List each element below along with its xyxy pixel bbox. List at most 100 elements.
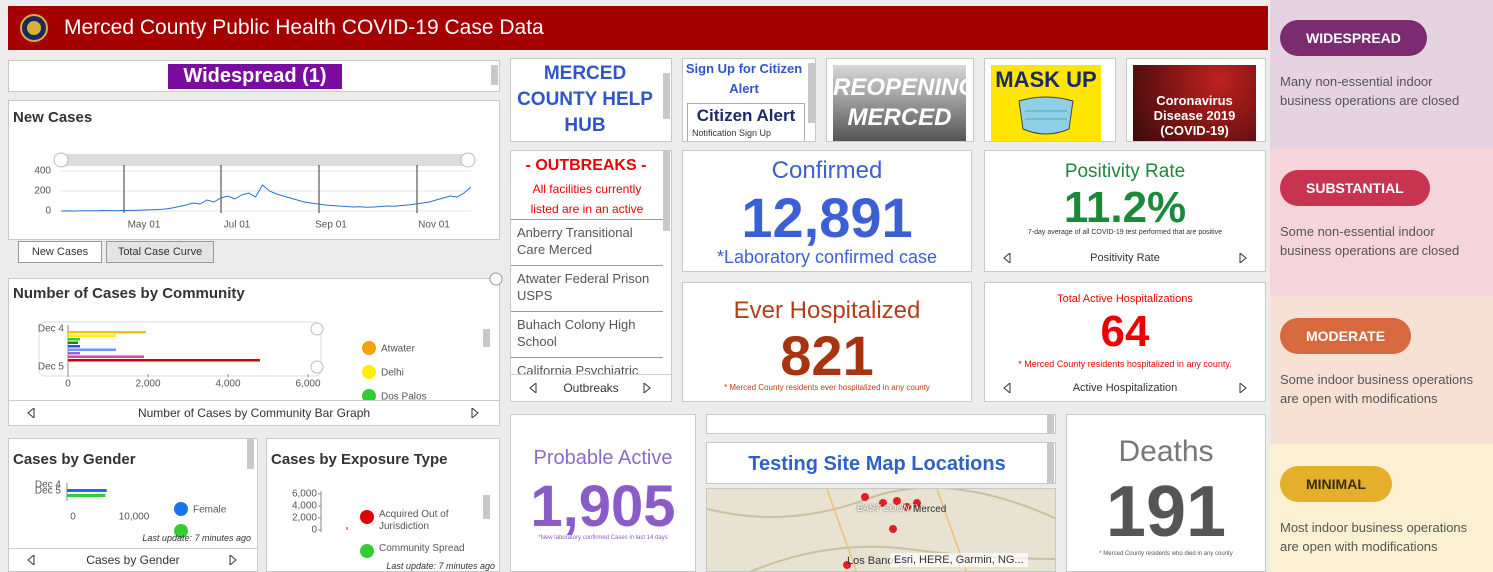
legend-label: Atwater — [381, 344, 416, 355]
mask-drawing — [1011, 95, 1081, 139]
tier-badge: WIDESPREAD — [1280, 20, 1427, 56]
y-tick-label: 2,000 — [292, 513, 317, 524]
community-chart: Dec 4Dec 502,0004,0006,000AtwaterDelhiDo… — [9, 279, 500, 403]
x-tick-label: Nov 01 — [418, 220, 450, 231]
card-value: 191 — [1067, 471, 1265, 553]
scrollbar[interactable] — [663, 151, 670, 231]
nav-bar: Number of Cases by Community Bar Graph — [9, 400, 499, 425]
next-arrow[interactable] — [1239, 253, 1247, 263]
outbreak-item: Anberry Transitional Care Merced — [511, 219, 663, 265]
logo-caption: Notification Sign Up — [692, 128, 771, 138]
bar — [68, 349, 116, 352]
bar — [68, 331, 146, 334]
outbreak-item: Buhach Colony High School — [511, 311, 663, 357]
status-label: Widespread (1) — [168, 64, 342, 89]
map-toolbar — [706, 414, 1056, 434]
help-hub[interactable]: MERCED COUNTY HELP HUB — [510, 58, 672, 142]
next-arrow[interactable] — [471, 408, 479, 418]
tier-section: WIDESPREADMany non-essential indoor busi… — [1270, 0, 1493, 148]
map-label: EAST COUNTY — [857, 503, 921, 513]
reopening-image: REOPENING MERCED — [833, 65, 966, 141]
image-tile[interactable]: REOPENING MERCED — [826, 58, 974, 142]
outbreak-item: Atwater Federal Prison USPS — [511, 265, 663, 311]
x-tick-label: Sep 01 — [315, 220, 347, 231]
cases-line — [61, 185, 471, 211]
card-note: *New laboratory confirmed Cases in last … — [511, 535, 695, 541]
tier-description: Some indoor business operations are open… — [1280, 370, 1485, 408]
header: Merced County Public Health COVID-19 Cas… — [8, 6, 1268, 50]
expand-icon[interactable] — [489, 272, 503, 286]
legend-swatch — [362, 341, 376, 355]
status-panel: Widespread (1) — [8, 60, 500, 92]
tab[interactable]: Total Case Curve — [106, 241, 214, 263]
citizen-alert[interactable]: Sign Up for Citizen Alert Citizen Alert … — [682, 58, 816, 142]
next-arrow[interactable] — [1239, 383, 1247, 393]
logo — [20, 14, 48, 42]
tier-badge: MODERATE — [1280, 318, 1411, 354]
scrollbar[interactable] — [247, 439, 254, 469]
prev-arrow[interactable] — [1003, 253, 1011, 263]
nav-bar: Outbreaks — [511, 374, 671, 401]
card-note: * Merced County residents who died in an… — [1067, 551, 1265, 557]
scrollbar[interactable] — [1047, 443, 1054, 483]
legend-label: Community Spread — [379, 543, 469, 555]
y-tick-label: 4,000 — [292, 501, 317, 512]
slider-handle — [311, 361, 323, 373]
prev-arrow[interactable] — [27, 408, 35, 418]
bar — [68, 342, 78, 345]
prev-arrow[interactable] — [529, 383, 537, 393]
category-label: Dec 4 — [38, 324, 65, 335]
image-tile[interactable]: MASK UP — [984, 58, 1116, 142]
y-tick-label: 400 — [34, 166, 51, 177]
scrollbar[interactable] — [491, 65, 498, 85]
prev-arrow[interactable] — [27, 555, 35, 565]
update-note: Last update: 7 minutes ago — [142, 533, 251, 543]
tier-badge: SUBSTANTIAL — [1280, 170, 1430, 206]
page: {"header":{"title":"Merced County Public… — [0, 0, 1493, 572]
prev-arrow[interactable] — [1003, 383, 1011, 393]
x-tick-label: 6,000 — [295, 379, 320, 390]
bar — [68, 345, 80, 348]
x-tick-label: 4,000 — [215, 379, 240, 390]
x-tick-label: 0 — [65, 379, 71, 390]
map-attribution: Esri, HERE, Garmin, NG... — [890, 553, 1028, 567]
positivity-panel: Positivity Rate 11.2% 7-day average of a… — [984, 150, 1266, 272]
y-tick-label: 0 — [311, 525, 317, 536]
header-title: Merced County Public Health COVID-19 Cas… — [64, 6, 544, 50]
legend-label: Acquired Out of Jurisdiction — [379, 509, 469, 533]
testing-map[interactable]: EAST COUNTY Merced Los Banos Esri, HERE,… — [706, 488, 1056, 572]
scrollbar[interactable] — [808, 63, 815, 123]
image-tile[interactable]: Coronavirus Disease 2019 (COVID-19) — [1126, 58, 1266, 142]
card-note: * Merced County residents hospitalized i… — [985, 359, 1265, 369]
scrollbar[interactable] — [483, 329, 490, 347]
card-note: 7-day average of all COVID-19 test perfo… — [985, 229, 1265, 236]
bar — [68, 352, 80, 355]
tier-description: Some non-essential indoor business opera… — [1280, 222, 1485, 260]
category-label: Dec 5 — [38, 362, 65, 373]
outbreaks-title: - OUTBREAKS - — [511, 157, 661, 175]
legend-label: Delhi — [381, 368, 404, 379]
nav-label: Cases by Gender — [86, 553, 179, 567]
scrollbar[interactable] — [1047, 415, 1054, 433]
next-arrow[interactable] — [229, 555, 237, 565]
scrollbar[interactable] — [483, 495, 490, 519]
next-arrow[interactable] — [643, 383, 651, 393]
legend-swatch — [174, 502, 188, 516]
citizen-alert-logo: Citizen Alert Notification Sign Up — [687, 103, 805, 142]
tier-description: Most indoor business operations are open… — [1280, 518, 1485, 556]
logo-text: Citizen Alert — [688, 106, 804, 126]
bar — [68, 335, 116, 338]
tab[interactable]: New Cases — [18, 241, 102, 263]
map-title: Testing Site Map Locations — [707, 453, 1047, 476]
scrollbar[interactable] — [663, 73, 670, 119]
nav-bar: Positivity Rate — [985, 245, 1265, 271]
tier-badge: MINIMAL — [1280, 466, 1392, 502]
tier-section: MODERATE Some indoor business operations … — [1270, 296, 1493, 444]
x-tick-label: May 01 — [128, 220, 161, 231]
y-tick-label: 200 — [34, 186, 51, 197]
